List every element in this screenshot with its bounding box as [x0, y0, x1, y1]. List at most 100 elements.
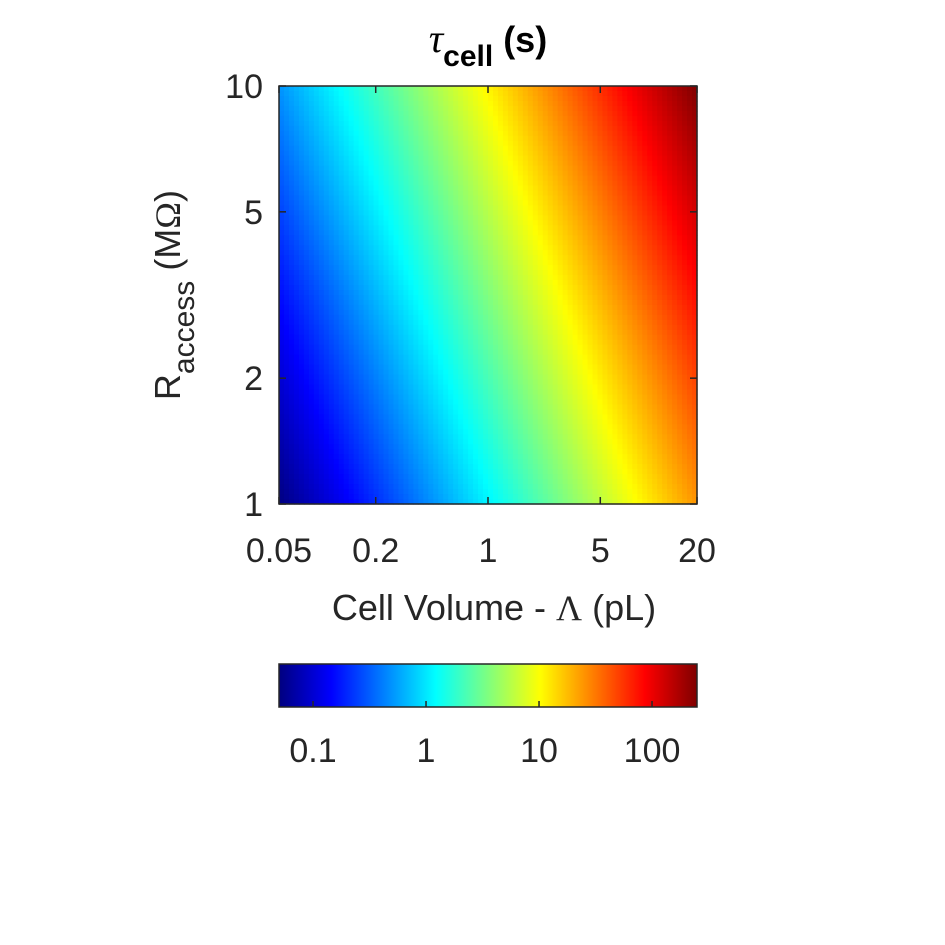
heatmap-cell [517, 90, 524, 97]
heatmap-cell [323, 175, 330, 182]
heatmap-cell [537, 260, 544, 266]
heatmap-cell [667, 220, 673, 226]
heatmap-cell [448, 280, 454, 286]
heatmap-cell [473, 319, 479, 326]
heatmap-cell [502, 314, 509, 321]
heatmap-cell [542, 120, 549, 127]
heatmap-cell [662, 334, 668, 341]
heatmap-cell [522, 170, 529, 177]
heatmap-cell [517, 205, 524, 212]
heatmap-cell [428, 200, 434, 207]
heatmap-cell [343, 235, 350, 241]
heatmap-cell [403, 210, 409, 216]
heatmap-cell [368, 165, 375, 172]
heatmap-cell [373, 145, 380, 152]
heatmap-cell [298, 115, 305, 122]
heatmap-cell [557, 329, 564, 336]
heatmap-cell [363, 115, 370, 122]
heatmap-cell [517, 110, 524, 117]
heatmap-cell [597, 240, 604, 246]
heatmap-cell [363, 349, 370, 356]
heatmap-cell [652, 140, 658, 147]
heatmap-cell [642, 235, 648, 241]
heatmap-cell [557, 354, 564, 361]
heatmap-cell [418, 225, 424, 231]
heatmap-cell [333, 90, 340, 97]
heatmap-cell [692, 205, 698, 212]
heatmap-cell [348, 299, 355, 306]
heatmap-cell [597, 185, 604, 192]
heatmap-cell [497, 220, 504, 226]
heatmap-cell [607, 255, 614, 261]
heatmap-cell [358, 95, 365, 102]
heatmap-cell [398, 314, 405, 321]
heatmap-cell [283, 349, 290, 356]
heatmap-cell [393, 195, 400, 202]
heatmap-cell [448, 105, 454, 112]
heatmap-cell [557, 210, 564, 216]
heatmap-cell [333, 210, 340, 216]
heatmap-cell [687, 285, 693, 291]
heatmap-cell [279, 200, 285, 207]
heatmap-cell [348, 210, 355, 216]
heatmap-cell [642, 230, 648, 236]
heatmap-cell [692, 359, 698, 366]
heatmap-cell [323, 250, 330, 256]
heatmap-cell [418, 334, 424, 341]
heatmap-cell [622, 125, 628, 132]
heatmap-cell [483, 314, 489, 321]
heatmap-cell [657, 354, 663, 361]
heatmap-cell [279, 270, 285, 276]
heatmap-cell [303, 220, 310, 226]
heatmap-cell [502, 364, 509, 371]
heatmap-cell [423, 295, 429, 301]
heatmap-cell [408, 225, 414, 231]
heatmap-cell [453, 374, 459, 381]
heatmap-cell [398, 265, 405, 271]
heatmap-cell [682, 170, 688, 177]
heatmap-cell [617, 215, 623, 221]
heatmap-cell [547, 275, 554, 281]
heatmap-cell [622, 190, 628, 197]
heatmap-cell [662, 270, 668, 276]
heatmap-cell [343, 314, 350, 321]
heatmap-cell [428, 155, 434, 162]
heatmap-cell [492, 215, 499, 221]
heatmap-cell [602, 329, 609, 336]
heatmap-cell [318, 125, 325, 132]
heatmap-cell [279, 329, 285, 336]
heatmap-cell [517, 135, 524, 142]
heatmap-cell [492, 150, 499, 157]
heatmap-cell [443, 250, 449, 256]
heatmap-cell [647, 155, 653, 162]
heatmap-cell [283, 304, 290, 311]
heatmap-cell [612, 130, 618, 137]
heatmap-cell [338, 270, 345, 276]
heatmap-cell [667, 295, 673, 301]
heatmap-cell [602, 150, 609, 157]
heatmap-cell [582, 280, 589, 286]
heatmap-cell [328, 135, 335, 142]
heatmap-cell [478, 220, 484, 226]
heatmap-cell [612, 260, 618, 266]
heatmap-cell [463, 324, 469, 331]
heatmap-cell [667, 290, 673, 296]
heatmap-cell [492, 120, 499, 127]
heatmap-cell [687, 86, 693, 92]
heatmap-cell [517, 145, 524, 152]
heatmap-cell [403, 364, 409, 371]
heatmap-cell [403, 190, 409, 197]
heatmap-cell [383, 354, 390, 361]
heatmap-cell [358, 145, 365, 152]
heatmap-cell [333, 175, 340, 182]
heatmap-cell [378, 374, 385, 381]
heatmap-cell [488, 295, 494, 301]
heatmap-cell [542, 290, 549, 296]
heatmap-cell [473, 309, 479, 316]
heatmap-cell [383, 359, 390, 366]
heatmap-cell [637, 210, 643, 216]
heatmap-cell [393, 245, 400, 251]
heatmap-cell [572, 230, 579, 236]
heatmap-cell [587, 329, 594, 336]
heatmap-cell [587, 120, 594, 127]
